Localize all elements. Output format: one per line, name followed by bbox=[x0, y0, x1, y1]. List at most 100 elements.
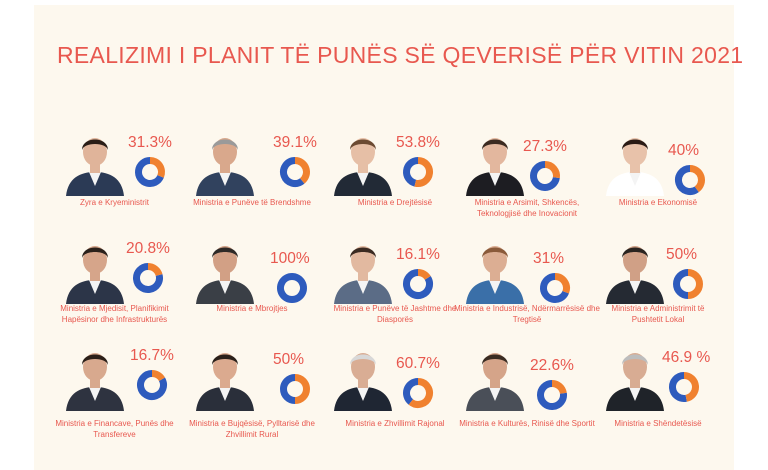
donut-remaining-segment bbox=[403, 269, 433, 299]
donut-remaining-segment bbox=[540, 273, 569, 303]
donut-completed-segment bbox=[683, 372, 699, 402]
ministry-name: Ministria e Mbrojtjes bbox=[216, 304, 288, 313]
donut-remaining-segment bbox=[537, 380, 567, 410]
ministry-name: Ministria e Arsimit, Shkencës, Teknologj… bbox=[474, 198, 580, 218]
ministry-card: 20.8% Ministria e Mjedisit, Planifikimit … bbox=[58, 236, 193, 346]
ministry-name: Ministria e Administrimit të Pushtetit L… bbox=[611, 304, 705, 324]
completion-percent: 16.1% bbox=[396, 246, 440, 263]
ministry-card: 31.3% Zyra e Kryeministrit bbox=[58, 128, 193, 238]
minister-portrait bbox=[334, 138, 392, 196]
completion-donut bbox=[280, 157, 310, 187]
completion-percent: 100% bbox=[270, 250, 310, 267]
ministry-card: 16.1% Ministria e Punëve të Jashtme dhe D… bbox=[326, 236, 461, 346]
completion-percent: 39.1% bbox=[273, 134, 317, 151]
donut-completed-segment bbox=[277, 273, 307, 303]
completion-percent: 20.8% bbox=[126, 240, 170, 257]
completion-donut bbox=[537, 380, 567, 410]
ministry-name: Ministria e Kulturës, Rinisë dhe Sportit bbox=[459, 419, 595, 428]
minister-portrait bbox=[466, 138, 524, 196]
donut-remaining-segment bbox=[133, 263, 163, 293]
completion-percent: 16.7% bbox=[130, 347, 174, 364]
ministry-name: Ministria e Drejtësisë bbox=[357, 198, 433, 207]
donut-completed-segment bbox=[417, 269, 431, 281]
completion-donut bbox=[673, 269, 703, 299]
ministry-card: 27.3% Ministria e Arsimit, Shkencës, Tekn… bbox=[458, 128, 593, 238]
page-title: REALIZIMI I PLANIT TË PUNËS SË QEVERISË … bbox=[57, 42, 744, 68]
completion-percent: 46.9 % bbox=[662, 349, 711, 366]
completion-percent: 50% bbox=[273, 351, 305, 368]
completion-percent: 31.3% bbox=[128, 134, 172, 151]
donut-remaining-segment bbox=[673, 269, 689, 299]
completion-percent: 50% bbox=[666, 246, 698, 263]
donut-completed-segment bbox=[294, 157, 310, 184]
minister-portrait bbox=[66, 353, 124, 411]
minister-portrait bbox=[606, 353, 664, 411]
minister-portrait bbox=[196, 246, 254, 304]
completion-percent: 31% bbox=[533, 250, 565, 267]
donut-completed-segment bbox=[294, 374, 310, 404]
minister-portrait bbox=[196, 353, 254, 411]
completion-donut bbox=[277, 273, 307, 303]
donut-remaining-segment bbox=[403, 157, 419, 187]
ministry-card: 50% Ministria e Administrimit të Pushteti… bbox=[598, 236, 733, 346]
ministry-card: 16.7% Ministria e Financave, Punës dhe Tr… bbox=[55, 343, 193, 453]
donut-completed-segment bbox=[689, 165, 705, 193]
completion-donut bbox=[530, 161, 560, 191]
donut-remaining-segment bbox=[137, 370, 167, 400]
ministry-card: 22.6% Ministria e Kulturës, Rinisë dhe Sp… bbox=[458, 343, 595, 453]
completion-percent: 53.8% bbox=[396, 134, 440, 151]
minister-portrait bbox=[66, 138, 124, 196]
donut-completed-segment bbox=[149, 157, 165, 178]
completion-donut bbox=[403, 157, 433, 187]
donut-completed-segment bbox=[414, 157, 433, 187]
minister-portrait bbox=[196, 138, 254, 196]
ministry-name: Ministria e Financave, Punës dhe Transfe… bbox=[55, 419, 174, 439]
minister-portrait bbox=[466, 246, 524, 304]
ministry-name: Ministria e Zhvillimit Rajonal bbox=[345, 419, 445, 428]
minister-portrait bbox=[334, 246, 392, 304]
completion-percent: 27.3% bbox=[523, 138, 567, 155]
completion-donut bbox=[280, 374, 310, 404]
donut-remaining-segment bbox=[135, 157, 164, 187]
donut-completed-segment bbox=[544, 161, 560, 179]
minister-portrait bbox=[334, 353, 392, 411]
ministry-name: Ministria e Industrisë, Ndërmarrësisë dh… bbox=[454, 304, 600, 324]
donut-completed-segment bbox=[554, 273, 570, 294]
ministry-name: Ministria e Mjedisit, Planifikimit Hapës… bbox=[60, 304, 169, 324]
completion-donut bbox=[133, 263, 163, 293]
minister-portrait bbox=[466, 353, 524, 411]
completion-donut bbox=[540, 273, 570, 303]
donut-remaining-segment bbox=[530, 161, 560, 191]
donut-completed-segment bbox=[151, 370, 166, 382]
ministry-name: Ministria e Bujqësisë, Pylltarisë dhe Zh… bbox=[189, 419, 315, 439]
completion-donut bbox=[675, 165, 705, 195]
ministry-name: Zyra e Kryeministrit bbox=[80, 198, 149, 207]
ministry-card: 60.7% Ministria e Zhvillimit Rajonal bbox=[326, 343, 461, 453]
donut-remaining-segment bbox=[675, 165, 699, 195]
ministry-card: 40% Ministria e Ekonomisë bbox=[598, 128, 733, 238]
donut-completed-segment bbox=[147, 263, 163, 277]
completion-percent: 40% bbox=[668, 142, 700, 159]
ministry-card: 50% Ministria e Bujqësisë, Pylltarisë dhe… bbox=[188, 343, 323, 453]
completion-donut bbox=[137, 370, 167, 400]
completion-donut bbox=[403, 378, 433, 408]
completion-donut bbox=[669, 372, 699, 402]
completion-donut bbox=[403, 269, 433, 299]
completion-donut bbox=[135, 157, 165, 187]
donut-remaining-segment bbox=[280, 374, 296, 404]
donut-completed-segment bbox=[408, 378, 433, 408]
donut-remaining-segment bbox=[280, 157, 305, 187]
minister-portrait bbox=[606, 246, 664, 304]
ministry-name: Ministria e Ekonomisë bbox=[618, 198, 698, 207]
ministry-card: 100% Ministria e Mbrojtjes bbox=[188, 236, 323, 346]
completion-percent: 60.7% bbox=[396, 355, 440, 372]
donut-completed-segment bbox=[687, 269, 703, 299]
donut-remaining-segment bbox=[403, 378, 419, 405]
ministry-card: 39.1% Ministria e Punëve të Brendshme bbox=[188, 128, 323, 238]
ministry-card: 46.9 % Ministria e Shëndetësisë bbox=[598, 343, 733, 453]
ministry-name: Ministria e Punëve të Jashtme dhe Diaspo… bbox=[333, 304, 457, 324]
completion-percent: 22.6% bbox=[530, 357, 574, 374]
ministry-card: 31% Ministria e Industrisë, Ndërmarrësisë… bbox=[454, 236, 600, 346]
donut-completed-segment bbox=[551, 380, 567, 395]
donut-remaining-segment bbox=[669, 372, 687, 402]
